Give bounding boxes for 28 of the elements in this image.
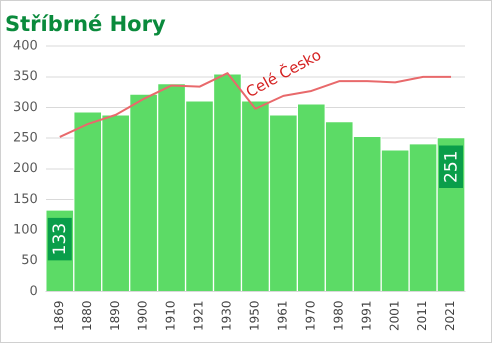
x-tick-label: 2011	[415, 300, 430, 332]
x-tick-label: 1930	[220, 300, 234, 332]
x-tick-label: 1950	[248, 300, 262, 332]
y-tick-label: 50	[21, 253, 38, 268]
data-label: 251	[441, 150, 462, 184]
x-tick-label: 1890	[108, 300, 122, 332]
x-tick-label: 2021	[443, 300, 458, 332]
y-tick-label: 0	[30, 284, 38, 299]
text: Celé Česko	[242, 46, 324, 102]
x-tick-label: 1970	[303, 300, 318, 332]
x-tick-label: 1980	[331, 300, 346, 332]
y-tick-label: 400	[12, 38, 38, 54]
x-tick-label: 1991	[359, 300, 374, 332]
data-label: 133	[50, 222, 70, 256]
x-tick-label: 1961	[275, 300, 290, 332]
y-tick-label: 200	[12, 161, 38, 176]
chart-title: Stříbrné Hory	[5, 12, 166, 36]
x-tick-label: 1869	[52, 300, 66, 332]
x-tick-label: 2001	[387, 300, 402, 332]
x-tick-label: 1880	[80, 300, 94, 332]
x-tick-label: 1910	[164, 300, 178, 332]
x-tick-label: 1921	[192, 300, 206, 332]
y-tick-label: 250	[12, 130, 38, 146]
y-tick-label: 100	[12, 222, 38, 238]
x-tick-label: 1900	[136, 300, 150, 332]
y-tick-label: 300	[12, 100, 38, 115]
y-tick-label: 350	[12, 69, 38, 84]
y-tick-label: 150	[12, 192, 38, 207]
